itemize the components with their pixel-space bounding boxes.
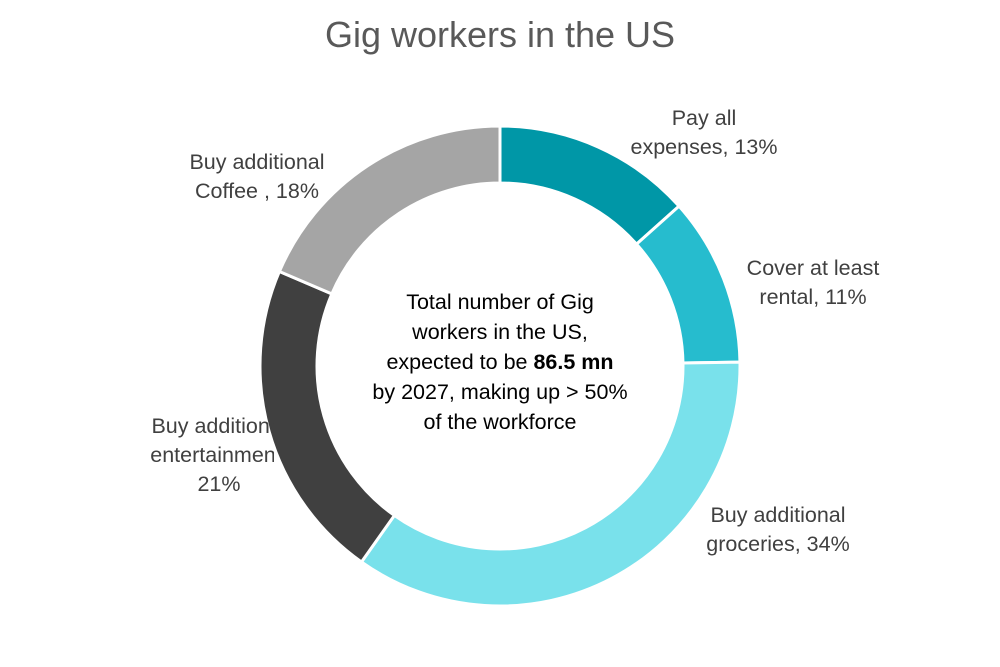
center-line-5: of the workforce [423, 410, 577, 434]
chart-title: Gig workers in the US [324, 14, 676, 55]
donut-slice-buy-additional-groceries [359, 360, 742, 608]
slice-label-line: groceries, 34% [706, 532, 850, 556]
center-line-3-bold: 86.5 mn [533, 350, 614, 374]
slice-label-line: rental, 11% [759, 285, 867, 309]
slice-label-line: Buy additional [151, 414, 274, 438]
center-line-1: Total number of Gig [406, 290, 594, 314]
slice-label-line: entertainment, [150, 443, 274, 467]
slice-label-line: Cover at least [746, 256, 880, 280]
donut-slice-buy-additional-coffee [277, 124, 502, 296]
center-line-4: by 2027, making up > 50% [372, 380, 628, 404]
slice-label-pay-all-expenses: Pay all expenses, 13% [614, 104, 794, 162]
slice-label-line: Coffee , 18% [195, 179, 319, 203]
slice-label-cover-rental: Cover at least rental, 11% [718, 254, 908, 312]
center-line-2: workers in the US, [412, 320, 588, 344]
center-line-3-prefix: expected to be [386, 350, 534, 374]
slice-label-line: 21% [197, 472, 241, 496]
slice-label-entertainment-clip: Buy additional entertainment, 21% [0, 412, 274, 512]
slice-label-groceries: Buy additional groceries, 34% [683, 501, 873, 559]
slice-label-coffee: Buy additional Coffee , 18% [162, 148, 352, 206]
slice-label-line: Pay all [671, 106, 737, 130]
slice-label-line: Buy additional [710, 503, 846, 527]
center-annotation: Total number of Gig workers in the US, e… [330, 287, 670, 437]
slice-label-line: expenses, 13% [630, 135, 778, 159]
center-line-3: expected to be 86.5 mn [330, 347, 670, 377]
slice-label-line: Buy additional [189, 150, 325, 174]
slice-label-entertainment: Buy additional entertainment, 21% [124, 412, 274, 499]
